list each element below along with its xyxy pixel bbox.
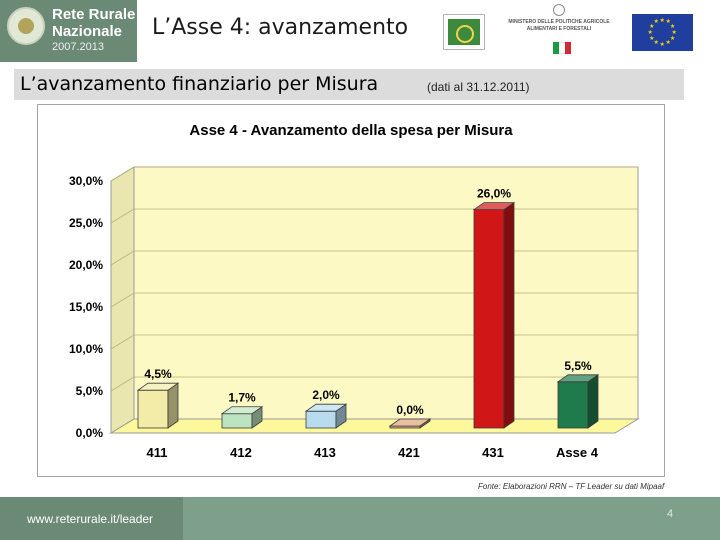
eu-star-icon: ★	[665, 19, 671, 26]
y-tick-label: 15,0%	[69, 300, 103, 314]
logo-line-3: 2007.2013	[52, 41, 104, 53]
data-label: 26,0%	[477, 187, 511, 201]
bar-top	[388, 418, 432, 427]
flag-stripe-green	[553, 42, 559, 54]
data-label: 2,0%	[312, 388, 340, 402]
footer-left-band	[0, 497, 183, 540]
leader-logo-icon	[443, 14, 485, 50]
gridline	[110, 376, 638, 392]
y-tick-label: 10,0%	[69, 342, 103, 356]
x-tick-label: 431	[482, 445, 504, 460]
italy-flag-icon	[553, 42, 571, 54]
bar-top	[136, 382, 180, 391]
logo-line-1: Rete Rurale	[52, 6, 136, 23]
y-tick-label: 25,0%	[69, 216, 103, 230]
subtitle-date-note: (dati al 31.12.2011)	[427, 80, 530, 94]
x-tick-label: 411	[147, 445, 168, 460]
bar-side	[587, 374, 599, 429]
source-note: Fonte: Elaborazioni RRN – TF Leader su d…	[478, 482, 665, 491]
slide-title: L’Asse 4: avanzamento	[152, 15, 409, 40]
bar-top	[304, 403, 348, 412]
x-tick-label: 421	[398, 445, 420, 460]
eu-star-icon: ★	[669, 35, 676, 42]
eu-star-icon: ★	[653, 19, 659, 26]
x-tick-label: Asse 4	[556, 445, 599, 460]
bar-top	[220, 406, 264, 415]
rrn-emblem-icon	[7, 7, 45, 45]
rrn-logo: Rete Rurale Nazionale 2007.2013	[0, 0, 137, 62]
data-label: 0,0%	[396, 403, 424, 417]
data-label: 1,7%	[228, 391, 256, 405]
eu-star-icon: ★	[665, 39, 671, 46]
data-label: 5,5%	[564, 359, 592, 373]
eu-star-icon: ★	[649, 35, 655, 42]
eu-star-icon: ★	[647, 29, 653, 36]
eu-star-icon: ★	[653, 39, 659, 46]
bar-top	[472, 202, 516, 210]
slide-header: Rete Rurale Nazionale 2007.2013 L’Asse 4…	[0, 0, 720, 62]
gridline	[110, 292, 638, 308]
eu-star-icon: ★	[669, 23, 676, 30]
bar-side	[167, 382, 179, 429]
y-tick-label: 30,0%	[69, 174, 103, 188]
eu-flag-icon: ★ ★ ★ ★ ★ ★ ★ ★ ★ ★ ★ ★	[632, 14, 693, 51]
bar	[137, 389, 169, 429]
data-label: 4,5%	[144, 367, 172, 381]
republic-emblem-icon	[553, 4, 565, 16]
flag-stripe-red	[565, 42, 571, 54]
bar-top	[556, 374, 600, 383]
y-tick-label: 0,0%	[76, 426, 104, 440]
bar-chart: 0,0% 5,0% 10,0% 15,0% 20,0% 25,0% 30,0% Asse 4 …	[69, 122, 640, 460]
subtitle-bar	[14, 69, 684, 100]
page-number: 4	[667, 508, 674, 520]
footer-right-band	[183, 497, 720, 540]
x-tick-label: 412	[230, 445, 252, 460]
x-tick-label: 413	[314, 445, 336, 460]
bar	[473, 209, 505, 429]
eu-star-icon: ★	[649, 23, 655, 30]
bar	[221, 413, 253, 429]
eu-star-icon: ★	[659, 17, 665, 24]
eu-star-icon: ★	[671, 29, 677, 36]
y-tick-label: 20,0%	[69, 258, 103, 272]
chart-title: Asse 4 - Avanzamento della spesa per Mis…	[189, 122, 513, 139]
footer-url[interactable]: www.reterurale.it/leader	[27, 512, 154, 526]
flag-stripe-white	[559, 42, 565, 54]
subtitle-main: L’avanzamento finanziario per Misura	[20, 73, 379, 95]
ministry-name: MINISTERO DELLE POLITICHE AGRICOLE ALIME…	[508, 19, 610, 32]
bar-side	[503, 201, 515, 429]
gridline	[110, 208, 638, 224]
eu-star-icon: ★	[659, 41, 665, 48]
gridline	[110, 166, 638, 182]
gridline	[110, 334, 638, 350]
gridline	[110, 250, 638, 266]
logo-line-2: Nazionale	[52, 23, 123, 40]
y-tick-label: 5,0%	[76, 384, 104, 398]
bar	[557, 381, 589, 429]
bar	[305, 410, 337, 429]
